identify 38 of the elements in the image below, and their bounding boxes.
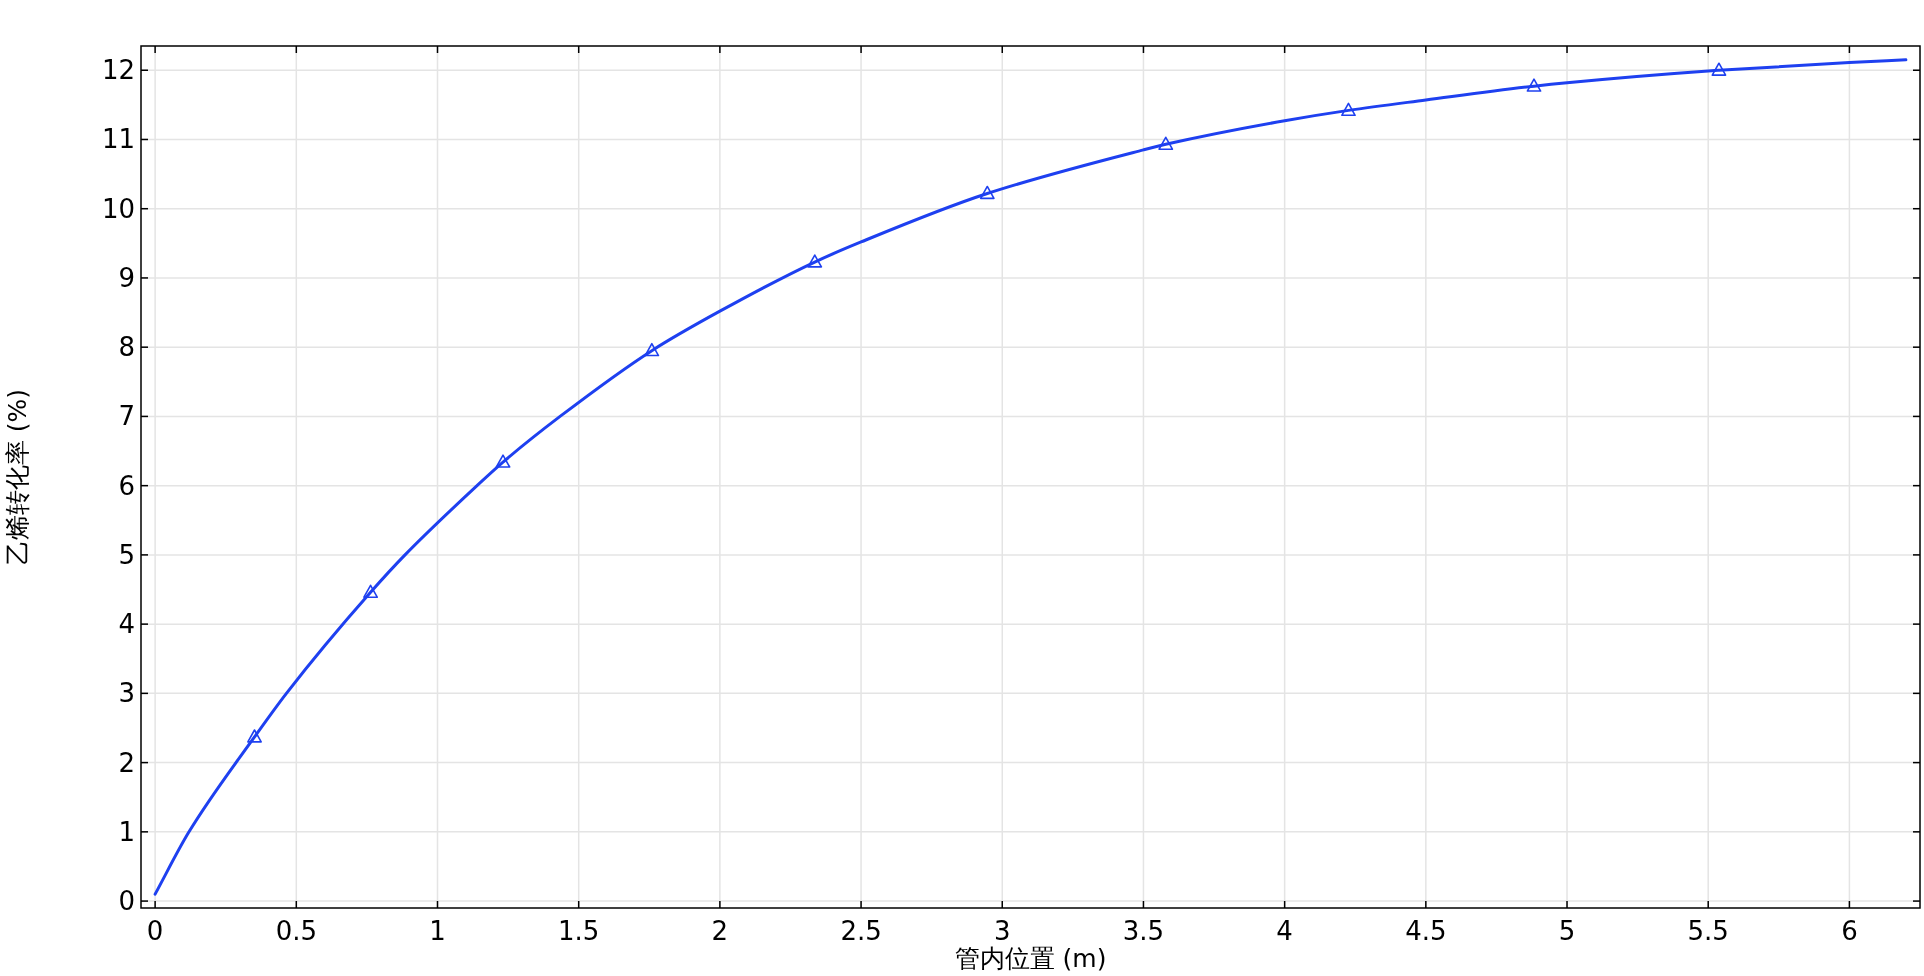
y-tick-label: 2 [118,747,135,778]
point [1711,62,1727,76]
point [979,185,995,200]
y-tick-label: 3 [118,678,135,709]
point [495,454,511,468]
y-tick-label: 5 [118,539,135,570]
x-tick-label: 2 [711,916,729,946]
x-axis-title: 管内位置 (m) [954,943,1107,973]
y-tick-label: 8 [118,332,135,363]
x-tick-label: 1 [429,916,446,946]
x-tick-label: 6 [1841,916,1858,946]
point [1158,136,1174,151]
x-tick-label: 5.5 [1687,916,1729,946]
point [1341,102,1356,117]
y-tick-label: 9 [118,262,135,293]
x-tick-label: 0 [146,916,164,946]
x-tick-label: 1.5 [558,916,600,946]
x-tick-label: 5 [1558,916,1576,946]
x-tick-label: 4 [1276,916,1293,946]
y-tick-label: 0 [118,886,135,917]
point [807,254,823,268]
y-tick-label: 10 [101,193,135,224]
point [1526,78,1542,92]
x-tick-label: 2.5 [840,916,882,946]
y-tick-label: 1 [118,816,135,847]
y-tick-label: 7 [118,401,135,432]
x-tick-label: 4.5 [1405,916,1447,946]
x-tick-label: 3 [993,916,1011,946]
y-tick-label: 4 [118,609,135,640]
point [363,584,379,598]
y-axis-title: 乙烯转化率 (%) [2,388,32,566]
y-tick-label: 11 [101,124,135,155]
y-tick-label: 6 [118,470,135,501]
x-tick-label: 3.5 [1122,916,1165,946]
y-tick-label: 12 [101,55,135,86]
x-tick-label: 0.5 [275,916,317,946]
point [644,342,660,357]
point [247,729,262,743]
